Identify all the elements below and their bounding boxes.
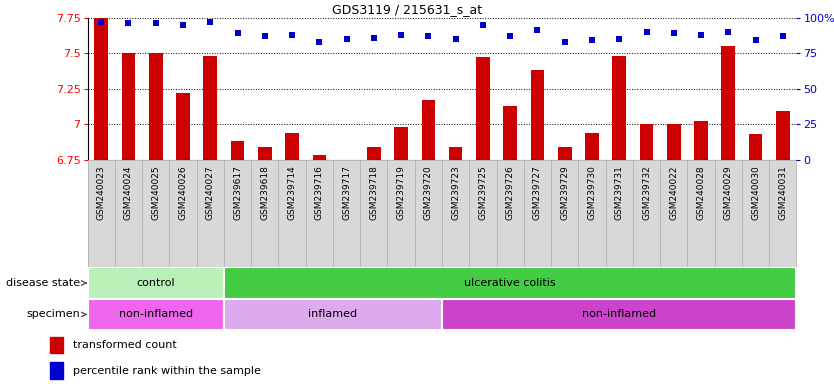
Text: specimen: specimen bbox=[27, 310, 87, 319]
Bar bbox=[612, 56, 626, 160]
Bar bbox=[258, 147, 272, 160]
Bar bbox=[50, 337, 63, 353]
Text: GSM239718: GSM239718 bbox=[369, 165, 379, 220]
Text: non-inflamed: non-inflamed bbox=[582, 310, 656, 319]
Bar bbox=[476, 58, 490, 160]
Text: GSM240029: GSM240029 bbox=[724, 165, 733, 220]
Text: GSM239719: GSM239719 bbox=[397, 165, 405, 220]
Bar bbox=[442, 299, 796, 330]
Text: GSM239714: GSM239714 bbox=[288, 165, 297, 220]
Text: transformed count: transformed count bbox=[73, 340, 176, 350]
Bar bbox=[203, 56, 217, 160]
Bar bbox=[530, 70, 545, 160]
Bar bbox=[449, 147, 463, 160]
Text: GSM239726: GSM239726 bbox=[505, 165, 515, 220]
Text: non-inflamed: non-inflamed bbox=[118, 310, 193, 319]
Text: percentile rank within the sample: percentile rank within the sample bbox=[73, 366, 260, 376]
Bar bbox=[224, 299, 442, 330]
Text: GSM240030: GSM240030 bbox=[751, 165, 760, 220]
Text: GSM240028: GSM240028 bbox=[696, 165, 706, 220]
Bar bbox=[224, 267, 796, 299]
Bar bbox=[776, 111, 790, 160]
Text: GSM240031: GSM240031 bbox=[778, 165, 787, 220]
Text: GSM240026: GSM240026 bbox=[178, 165, 188, 220]
Bar bbox=[558, 147, 571, 160]
Bar bbox=[94, 11, 108, 160]
Text: GSM240025: GSM240025 bbox=[151, 165, 160, 220]
Text: GSM240023: GSM240023 bbox=[97, 165, 106, 220]
Bar bbox=[149, 53, 163, 160]
Text: inflamed: inflamed bbox=[309, 310, 358, 319]
Bar bbox=[176, 93, 190, 160]
Text: GSM239618: GSM239618 bbox=[260, 165, 269, 220]
Text: GSM239732: GSM239732 bbox=[642, 165, 651, 220]
Bar bbox=[749, 134, 762, 160]
Text: GSM240022: GSM240022 bbox=[669, 165, 678, 220]
Text: control: control bbox=[137, 278, 175, 288]
Bar bbox=[504, 106, 517, 160]
Bar bbox=[88, 299, 224, 330]
Text: GSM239723: GSM239723 bbox=[451, 165, 460, 220]
Bar bbox=[585, 133, 599, 160]
Bar bbox=[721, 46, 735, 160]
Bar bbox=[88, 267, 224, 299]
Text: GSM239730: GSM239730 bbox=[587, 165, 596, 220]
Text: ulcerative colitis: ulcerative colitis bbox=[465, 278, 556, 288]
Text: GSM239617: GSM239617 bbox=[233, 165, 242, 220]
Bar bbox=[285, 133, 299, 160]
Text: disease state: disease state bbox=[7, 278, 87, 288]
Text: GSM239729: GSM239729 bbox=[560, 165, 570, 220]
Bar bbox=[231, 141, 244, 160]
Text: GSM239731: GSM239731 bbox=[615, 165, 624, 220]
Bar bbox=[50, 362, 63, 379]
Text: GSM240024: GSM240024 bbox=[124, 165, 133, 220]
Text: GSM239720: GSM239720 bbox=[424, 165, 433, 220]
Text: GSM239725: GSM239725 bbox=[479, 165, 487, 220]
Bar bbox=[640, 124, 653, 160]
Bar bbox=[667, 124, 681, 160]
Bar bbox=[367, 147, 380, 160]
Bar bbox=[421, 100, 435, 160]
Bar bbox=[694, 121, 708, 160]
Text: GSM239727: GSM239727 bbox=[533, 165, 542, 220]
Text: GSM239717: GSM239717 bbox=[342, 165, 351, 220]
Bar bbox=[122, 53, 135, 160]
Text: GSM240027: GSM240027 bbox=[206, 165, 215, 220]
Bar bbox=[394, 127, 408, 160]
Bar bbox=[313, 156, 326, 160]
Text: GSM239716: GSM239716 bbox=[314, 165, 324, 220]
Title: GDS3119 / 215631_s_at: GDS3119 / 215631_s_at bbox=[331, 3, 482, 17]
